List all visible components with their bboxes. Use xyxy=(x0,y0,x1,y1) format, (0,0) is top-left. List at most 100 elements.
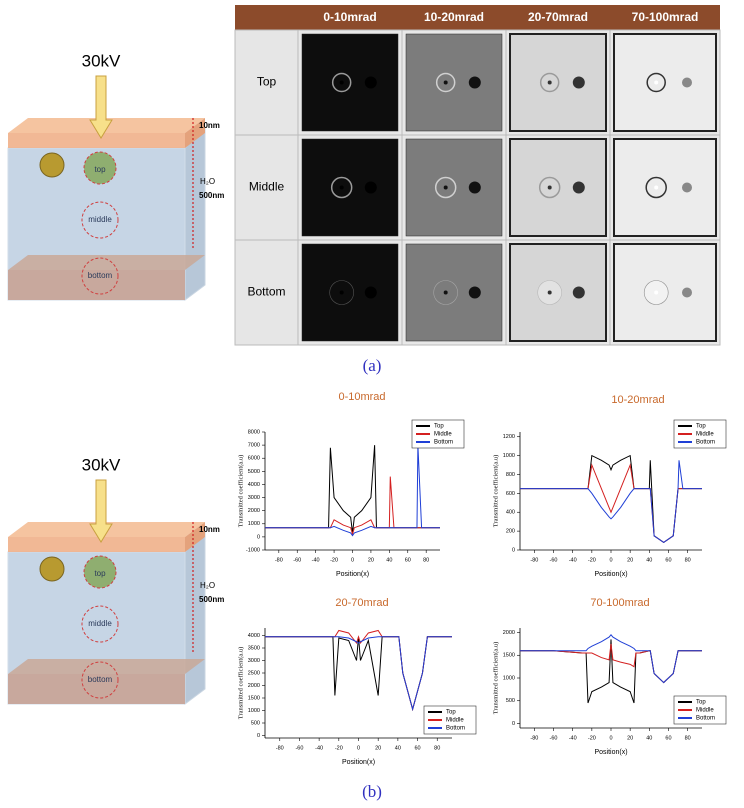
x-axis-label: Position(x) xyxy=(594,749,627,756)
legend-label: Bottom xyxy=(434,440,453,446)
x-axis-label: Position(x) xyxy=(336,571,369,578)
legend-label: Bottom xyxy=(696,440,715,446)
particle-image xyxy=(435,72,456,93)
particle-image-small xyxy=(364,181,377,194)
particle-image xyxy=(645,176,667,199)
y-tick-label: 0 xyxy=(257,733,260,739)
particle-gold xyxy=(39,556,65,582)
particle-core xyxy=(547,290,552,295)
particle-image xyxy=(539,72,560,93)
dimension-label: 10nm xyxy=(199,121,220,130)
x-tick-label: -40 xyxy=(569,557,577,563)
top-slab-side xyxy=(185,522,205,552)
y-tick-label: 4000 xyxy=(248,482,260,488)
y-tick-label: 2000 xyxy=(503,630,515,636)
position-label: middle xyxy=(88,619,112,628)
particle-top xyxy=(83,151,117,185)
micrograph xyxy=(301,243,399,342)
x-tick-label: -80 xyxy=(530,735,538,741)
particle-core xyxy=(547,185,552,190)
y-tick-label: 0 xyxy=(512,547,515,553)
y-tick-label: 6000 xyxy=(248,456,260,462)
y-axis-label: Transmitted coefficient(a.u) xyxy=(237,455,244,528)
x-tick-label: -20 xyxy=(330,557,338,563)
y-axis-label: Transmitted coefficient(a.u) xyxy=(492,455,499,528)
y-tick-label: 1500 xyxy=(248,695,260,701)
x-tick-label: -60 xyxy=(550,735,558,741)
top-slab-front xyxy=(8,133,185,148)
legend-label: Top xyxy=(696,424,706,430)
bottom-slab-front xyxy=(8,674,185,704)
x-tick-label: 80 xyxy=(423,557,429,563)
medium-label: H₂O xyxy=(200,581,215,590)
x-tick-label: 20 xyxy=(375,745,381,751)
y-tick-label: 1500 xyxy=(503,653,515,659)
y-tick-label: 500 xyxy=(251,720,260,726)
particle-bottom xyxy=(81,661,119,699)
micrograph xyxy=(613,138,717,237)
beam-arrow xyxy=(89,75,113,139)
data-line xyxy=(520,634,702,684)
x-tick-label: 40 xyxy=(646,735,652,741)
column-header: 10-20mrad xyxy=(424,10,484,24)
micrograph xyxy=(405,243,503,342)
legend-label: Bottom xyxy=(696,716,715,722)
caption: (a) xyxy=(363,356,382,375)
x-tick-label: 20 xyxy=(368,557,374,563)
x-tick-label: 20 xyxy=(627,735,633,741)
x-tick-label: 60 xyxy=(665,735,671,741)
data-line xyxy=(265,445,440,537)
micrograph xyxy=(613,243,717,342)
y-tick-label: 200 xyxy=(506,529,515,535)
y-tick-label: 7000 xyxy=(248,443,260,449)
y-tick-label: 1000 xyxy=(503,453,515,459)
particle-image-small xyxy=(572,76,585,89)
legend-label: Middle xyxy=(696,708,714,714)
x-tick-label: -20 xyxy=(335,745,343,751)
x-tick-label: -80 xyxy=(530,557,538,563)
y-tick-label: 1000 xyxy=(248,521,260,527)
particle-top xyxy=(83,555,117,589)
y-tick-label: 1000 xyxy=(248,708,260,714)
chart-title: 0-10mrad xyxy=(338,391,385,403)
x-tick-label: 40 xyxy=(386,557,392,563)
particle-image-small xyxy=(468,76,481,89)
particle-image-small xyxy=(364,286,377,299)
particle-core xyxy=(339,80,344,85)
legend-label: Top xyxy=(446,710,456,716)
bottom-slab-top xyxy=(8,255,205,270)
particle-image xyxy=(538,176,561,199)
x-tick-label: 60 xyxy=(665,557,671,563)
y-tick-label: 400 xyxy=(506,510,515,516)
particle-image xyxy=(433,280,458,305)
y-tick-label: 1200 xyxy=(503,434,515,440)
particle-image-small xyxy=(682,182,692,193)
y-tick-label: 500 xyxy=(506,698,515,704)
y-tick-label: 5000 xyxy=(248,469,260,475)
x-tick-label: 0 xyxy=(609,557,612,563)
particle-core xyxy=(654,185,659,190)
data-line xyxy=(265,636,452,712)
particle-image-small xyxy=(364,76,377,89)
dimension-label: 10nm xyxy=(199,525,220,534)
voltage-label: 30kV xyxy=(82,455,121,474)
particle-core xyxy=(339,290,344,295)
y-tick-label: 600 xyxy=(506,491,515,497)
chart-title: 10-20mrad xyxy=(611,394,664,406)
position-label: top xyxy=(94,569,106,578)
particle-gold xyxy=(39,152,65,178)
x-tick-label: 80 xyxy=(685,557,691,563)
position-label: bottom xyxy=(88,271,113,280)
table-header-bg xyxy=(235,5,720,30)
x-tick-label: -60 xyxy=(295,745,303,751)
column-header: 70-100mrad xyxy=(632,10,699,24)
particle-image-small xyxy=(468,181,481,194)
x-tick-label: 60 xyxy=(405,557,411,563)
x-tick-label: 40 xyxy=(395,745,401,751)
y-tick-label: 3000 xyxy=(248,658,260,664)
legend-label: Middle xyxy=(696,432,714,438)
y-axis-label: Transmitted coefficient(a.u) xyxy=(492,642,499,715)
x-tick-label: 0 xyxy=(351,557,354,563)
legend-label: Middle xyxy=(434,432,452,438)
top-slab-front xyxy=(8,537,185,552)
